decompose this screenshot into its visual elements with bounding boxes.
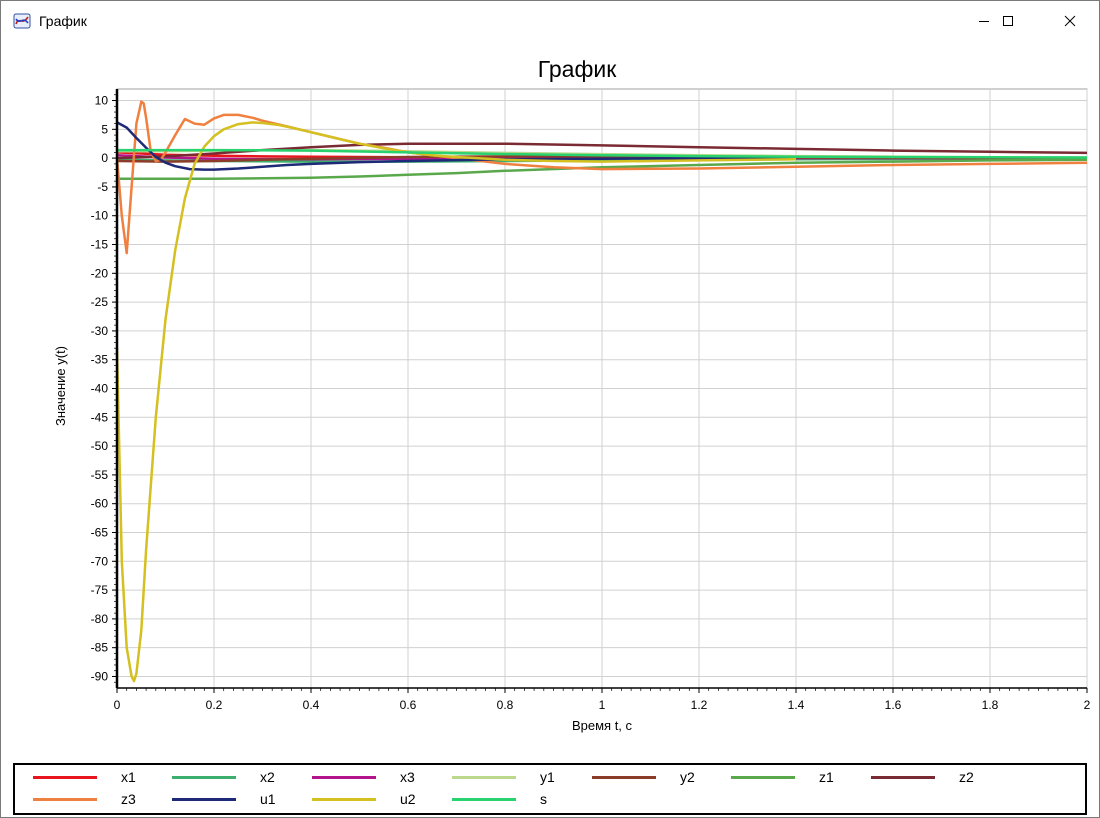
chart-title: График (538, 56, 618, 82)
legend-item-x3: x3 (304, 766, 434, 786)
y-tick-label: -25 (91, 295, 109, 309)
y-tick-label: -5 (97, 180, 108, 194)
legend-item-y2: y2 (584, 766, 714, 786)
y-tick-label: -55 (91, 468, 109, 482)
y-tick-label: -30 (91, 324, 109, 338)
legend-swatch (312, 798, 376, 801)
y-tick-label: -50 (91, 439, 109, 453)
y-tick-label: -70 (91, 554, 109, 568)
legend-label: s (540, 791, 547, 807)
y-tick-label: -35 (91, 353, 109, 367)
x-tick-label: 1.2 (691, 698, 708, 712)
y-tick-label: 5 (101, 122, 108, 136)
series-line-z3 (115, 100, 1088, 255)
legend-swatch (871, 776, 935, 779)
chart-app-icon (13, 13, 31, 29)
y-tick-label: -65 (91, 525, 109, 539)
y-tick-label: -90 (91, 669, 109, 683)
legend-item-z1: z1 (723, 766, 853, 786)
minimize-button[interactable] (961, 1, 1007, 41)
y-tick-label: -80 (91, 612, 109, 626)
x-tick-label: 0 (114, 698, 121, 712)
y-tick-label: 0 (101, 151, 108, 165)
chart-legend: x1 x2 x3 y1 y2 z1 z2 z3 u1 u2 s (13, 763, 1087, 815)
window-title: График (39, 13, 87, 29)
y-axis-label: Значение y(t) (53, 346, 68, 426)
legend-label: z1 (819, 769, 834, 785)
legend-item-y1: y1 (444, 766, 574, 786)
x-tick-label: 0.6 (400, 698, 417, 712)
y-tick-label: 10 (95, 94, 109, 108)
legend-label: y2 (680, 769, 695, 785)
title-bar: График (1, 1, 1099, 41)
legend-label: y1 (540, 769, 555, 785)
legend-swatch (592, 776, 656, 779)
legend-label: u1 (260, 791, 276, 807)
legend-swatch (452, 776, 516, 779)
x-tick-label: 0.4 (303, 698, 320, 712)
x-tick-label: 0.2 (206, 698, 223, 712)
legend-swatch (172, 776, 236, 779)
legend-item-z3: z3 (25, 788, 155, 808)
minimize-icon (979, 21, 989, 22)
series-layer (115, 100, 1088, 683)
close-icon (1064, 15, 1076, 27)
legend-swatch (33, 776, 97, 779)
series-line-z1 (117, 158, 1088, 181)
x-axis-label: Время t, с (572, 718, 633, 733)
x-tick-label: 2 (1084, 698, 1091, 712)
y-tick-label: -45 (91, 410, 109, 424)
legend-label: x1 (121, 769, 136, 785)
legend-item-x1: x1 (25, 766, 155, 786)
legend-swatch (33, 798, 97, 801)
y-tick-label: -20 (91, 266, 109, 280)
legend-item-u1: u1 (164, 788, 294, 808)
legend-swatch (452, 798, 516, 801)
legend-item-x2: x2 (164, 766, 294, 786)
x-tick-label: 1.6 (885, 698, 902, 712)
y-tick-label: -60 (91, 497, 109, 511)
legend-swatch (172, 798, 236, 801)
legend-swatch (312, 776, 376, 779)
x-tick-label: 1.8 (982, 698, 999, 712)
x-tick-label: 1.4 (788, 698, 805, 712)
maximize-button[interactable] (985, 1, 1031, 41)
series-line-z2 (116, 142, 1088, 160)
y-tick-label: -10 (91, 209, 109, 223)
legend-item-s: s (444, 788, 574, 808)
x-tick-label: 0.8 (497, 698, 514, 712)
series-line-s (117, 148, 1088, 159)
line-chart: 0 0.2 0.4 0.6 0.8 1 1.2 1.4 1.6 1.8 2 10 5 0 -5 -10 -15 -… (53, 56, 1091, 733)
maximize-icon (1003, 16, 1013, 26)
legend-label: x2 (260, 769, 275, 785)
legend-label: u2 (400, 791, 416, 807)
legend-item-z2: z2 (863, 766, 993, 786)
y-tick-label: -40 (91, 382, 109, 396)
legend-item-u2: u2 (304, 788, 434, 808)
axes: 0 0.2 0.4 0.6 0.8 1 1.2 1.4 1.6 1.8 2 10 5 0 -5 -10 -15 -… (91, 89, 1091, 712)
series-line-u2 (115, 121, 797, 683)
y-tick-label: -15 (91, 238, 109, 252)
legend-swatch (731, 776, 795, 779)
legend-label: z3 (121, 791, 136, 807)
close-button[interactable] (1047, 1, 1093, 41)
y-tick-label: -85 (91, 641, 109, 655)
legend-label: z2 (959, 769, 974, 785)
y-tick-label: -75 (91, 583, 109, 597)
x-tick-label: 1 (599, 698, 606, 712)
legend-label: x3 (400, 769, 415, 785)
